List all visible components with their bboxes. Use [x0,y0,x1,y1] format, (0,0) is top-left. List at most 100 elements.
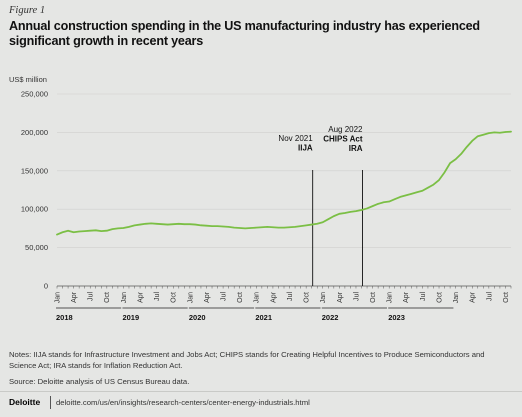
data-point [371,205,374,207]
x-tick-label: Jan [187,292,194,303]
x-tick-label: Apr [204,291,211,303]
data-point [510,131,512,133]
data-point [471,140,473,142]
data-point [443,171,446,173]
data-point [449,162,451,164]
data-point [172,223,174,225]
data-point [316,223,318,225]
data-point [283,227,285,229]
x-tick-label: Jan [320,292,327,303]
data-point [388,200,390,203]
data-point [349,211,352,213]
data-point [128,226,130,228]
annotation-label: IIJA [298,144,313,153]
y-axis-ticks: 0 50,000 100,000 150,000 200,000 250,000 [21,90,48,291]
data-point [200,224,202,226]
data-point [156,223,158,225]
annotation-label: Aug 2022 [328,125,363,134]
data-point [244,227,246,229]
data-point [427,187,429,189]
data-point [122,227,125,229]
x-tick-label: Jul [154,292,161,301]
data-point [133,224,136,226]
data-point [84,230,86,232]
annotation-label: Nov 2021 [278,134,313,143]
y-tick-label: 50,000 [25,243,48,252]
y-gridlines [57,93,511,287]
data-series [56,130,512,236]
line-chart: 0 50,000 100,000 150,000 200,000 250,000 Jan A… [21,90,512,322]
data-point [56,233,58,236]
data-point [488,132,490,134]
data-point [233,227,235,229]
brand-logo: Deloitte [9,397,41,407]
data-point [338,213,340,215]
data-point [455,158,457,160]
data-point [228,226,230,228]
data-point [410,193,412,195]
x-tick-label: Jan [453,292,460,303]
x-tick-label: Jul [353,292,360,301]
data-point [300,225,302,227]
data-point [189,223,191,225]
annotation-label: IRA [349,144,363,153]
data-point [383,201,385,203]
y-tick-label: 0 [44,282,48,291]
x-tick-label: Jul [420,292,427,301]
data-point [255,227,257,229]
data-point [355,210,357,212]
data-point [493,131,495,133]
data-point [100,230,102,232]
data-point [73,231,75,233]
data-point [216,225,219,227]
annotation-label: CHIPS Act [323,135,363,144]
data-point [178,223,180,225]
data-point [67,230,69,232]
data-point [167,223,169,226]
data-point [405,194,407,196]
chart-notes: Notes: IIJA stands for Infrastructure In… [9,350,485,370]
data-point [504,131,507,133]
data-point [117,227,119,229]
data-point [144,223,147,225]
data-point [305,224,307,226]
y-tick-label: 100,000 [21,205,48,214]
x-tick-label: Apr [71,291,78,303]
chart-source: Source: Deloitte analysis of US Census B… [9,377,190,386]
data-point [61,231,64,233]
x-tick-label: Jul [88,292,95,301]
data-point [421,190,424,192]
footer-link[interactable]: deloitte.com/us/en/insights/research-cen… [56,398,310,407]
data-point [288,226,291,228]
year-label: 2022 [322,313,339,322]
data-point [139,223,141,226]
x-axis: Jan Apr Jul Oct Jan Apr Jul Oct Jan Apr Jul Oct Jan A… [54,286,512,322]
data-point [482,134,484,136]
x-tick-label: Jan [54,292,61,303]
data-point [360,209,363,211]
x-tick-label: Apr [337,291,344,303]
year-label: 2018 [56,313,73,322]
footer-divider [0,391,522,392]
x-tick-label: Apr [470,291,477,303]
x-tick-label: Oct [171,292,178,303]
x-tick-label: Jul [220,292,227,301]
data-point [466,146,468,148]
year-label: 2020 [189,313,206,322]
data-point [477,135,479,137]
data-point [327,218,329,220]
y-tick-label: 150,000 [21,166,48,175]
data-point [266,226,268,228]
x-tick-label: Oct [104,292,111,303]
x-tick-label: Apr [403,291,410,303]
x-tick-label: Apr [137,291,144,303]
x-tick-label: Oct [503,292,510,303]
data-point [250,227,252,229]
x-tick-label: Jan [121,292,128,303]
data-point [322,221,324,223]
data-point [194,223,197,226]
data-point [150,222,152,225]
data-point [294,226,296,228]
x-tick-label: Oct [237,292,244,303]
data-point [499,132,501,134]
